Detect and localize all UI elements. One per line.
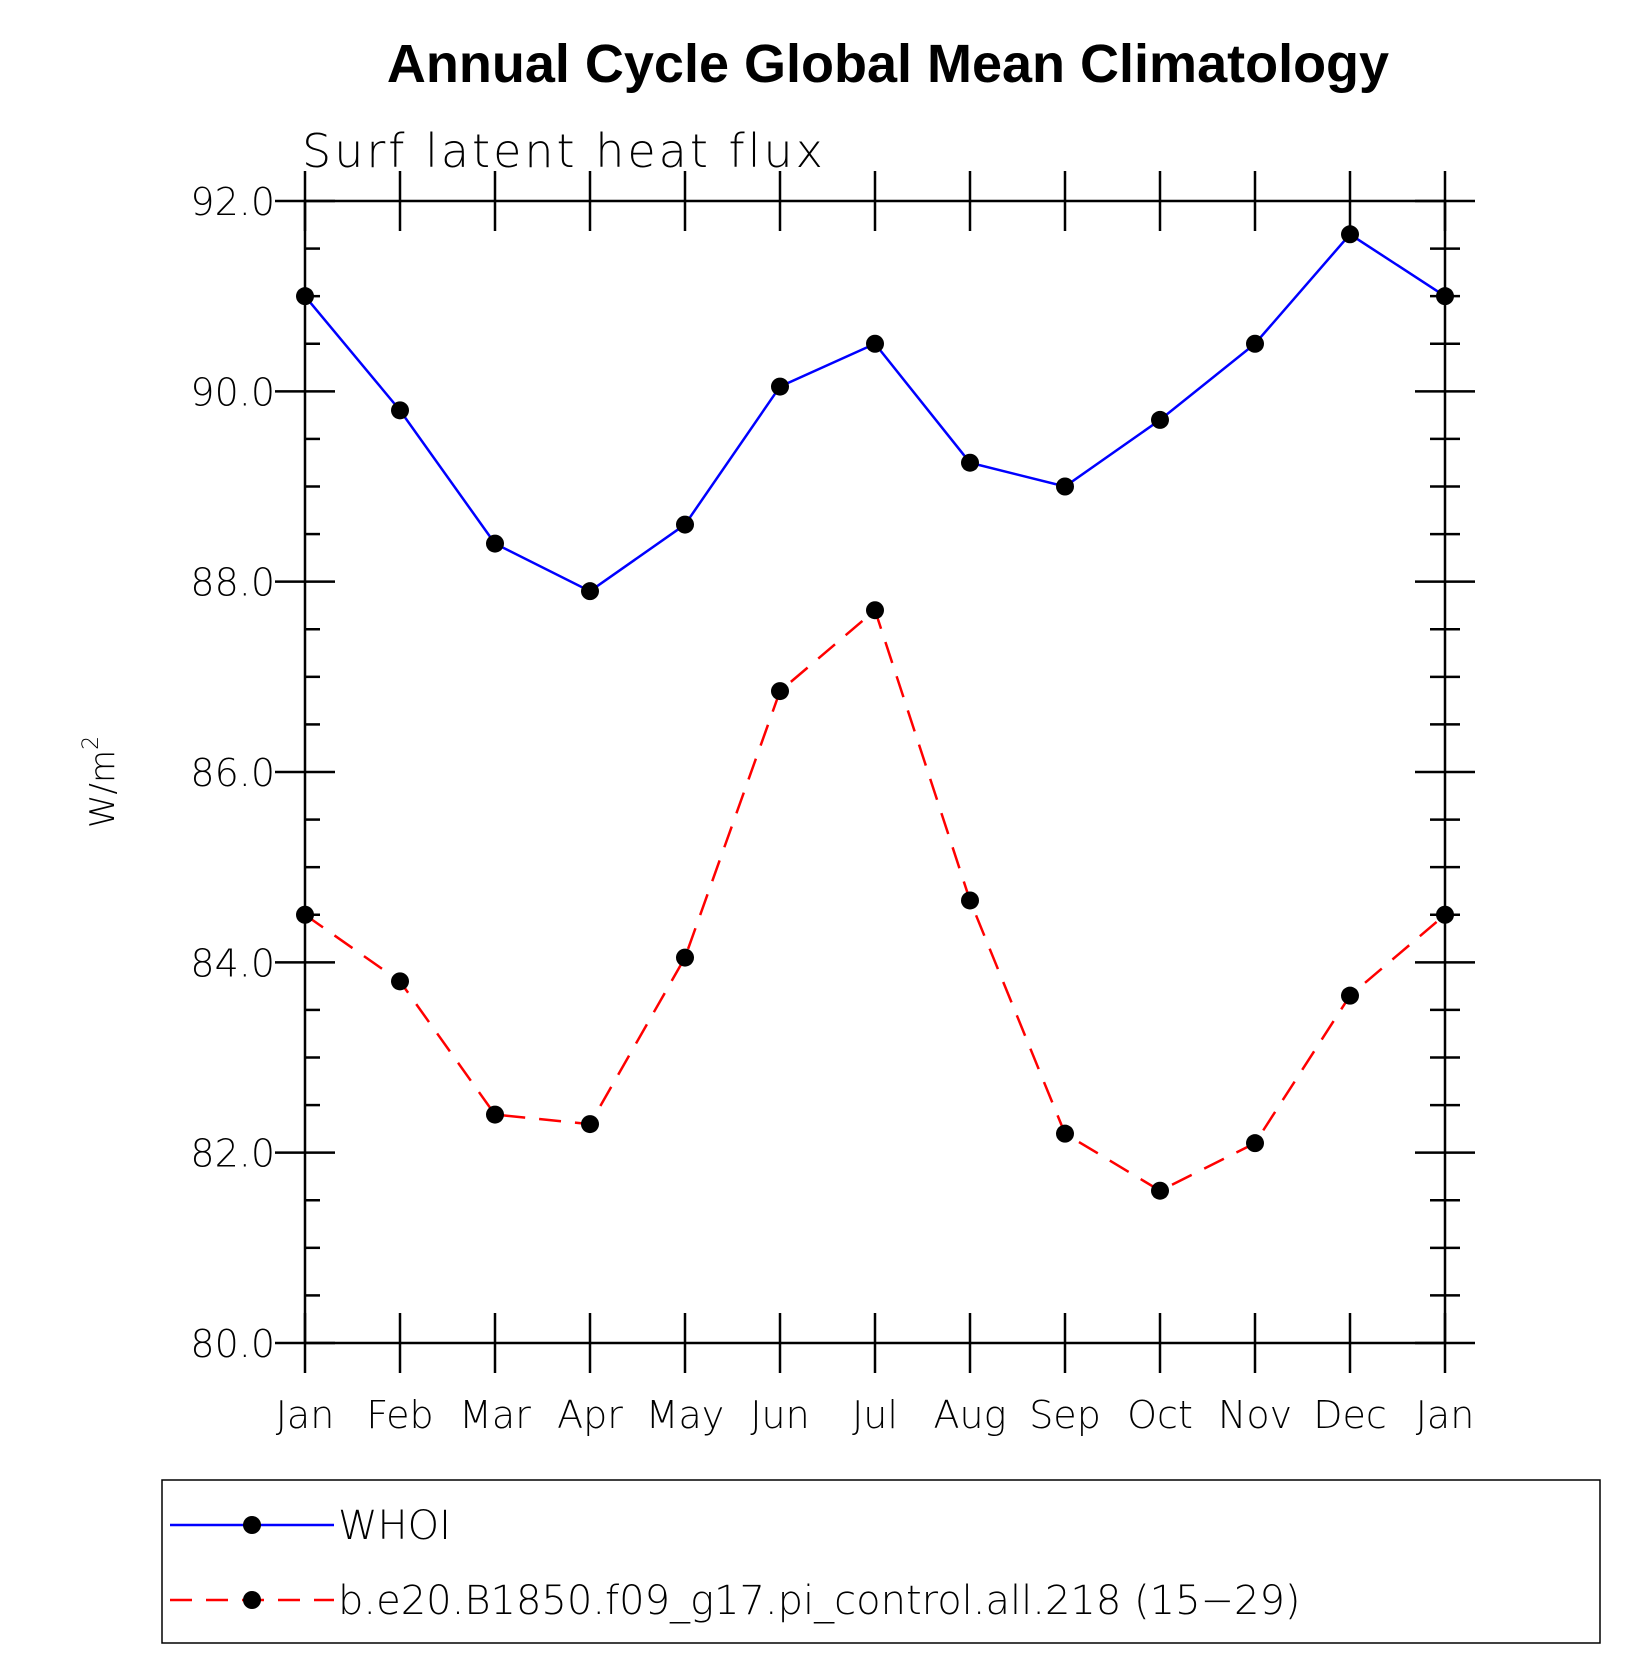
- x-tick-label: Sep: [1029, 1393, 1101, 1437]
- legend-marker: [243, 1591, 261, 1609]
- data-point: [866, 334, 884, 353]
- data-point: [676, 948, 694, 967]
- x-tick-label: Oct: [1127, 1393, 1193, 1437]
- x-tick-label: May: [646, 1393, 725, 1437]
- x-tick-label: Jul: [852, 1393, 898, 1437]
- x-tick-label: Aug: [934, 1393, 1007, 1437]
- data-point: [1056, 477, 1074, 496]
- y-tick-label: 80.0: [190, 1322, 275, 1366]
- chart-subtitle: Surf latent heat flux: [302, 124, 826, 178]
- x-tick-label: Apr: [557, 1393, 623, 1437]
- data-point: [296, 905, 314, 924]
- legend-marker: [243, 1516, 261, 1534]
- legend-box: [161, 1479, 1601, 1644]
- data-point: [581, 1115, 599, 1134]
- data-point: [391, 972, 409, 991]
- data-point: [581, 582, 599, 601]
- legend-label-1: WHOI: [338, 1503, 451, 1549]
- y-tick-label: 88.0: [190, 561, 275, 605]
- x-tick-label: Mar: [459, 1393, 531, 1437]
- x-tick-label: Jun: [750, 1393, 809, 1437]
- series-line-1: [304, 232, 1446, 593]
- plot-area: Jan Feb Mar Apr May Jun Jul Aug Sep Oct Nov Dec Jan8…: [190, 171, 1475, 1437]
- y-tick-label: 92.0: [190, 180, 275, 224]
- legend: WHOI b.e20.B1850.f09_g17.pi_control.all.2…: [161, 1479, 1601, 1644]
- data-point: [391, 401, 409, 420]
- y-tick-label: 86.0: [190, 751, 275, 795]
- y-tick-label: 90.0: [190, 370, 275, 414]
- x-tick-label: Feb: [366, 1393, 433, 1437]
- data-point: [771, 377, 789, 396]
- y-axis-label-superscript: 2: [79, 736, 104, 750]
- data-point: [1436, 905, 1454, 924]
- x-tick-label: Jan: [276, 1393, 335, 1437]
- x-tick-label: Nov: [1218, 1393, 1292, 1437]
- data-point: [1436, 287, 1454, 306]
- chart-title: Annual Cycle Global Mean Climatology: [387, 34, 1389, 94]
- data-point: [676, 515, 694, 534]
- x-tick-label: Jan: [1416, 1393, 1475, 1437]
- series-line-2: [304, 608, 1446, 1193]
- y-tick-label: 84.0: [190, 941, 275, 985]
- data-point: [486, 534, 504, 553]
- x-tick-label: Dec: [1313, 1393, 1387, 1437]
- data-point: [1341, 225, 1359, 244]
- data-point: [866, 601, 884, 620]
- data-point: [486, 1105, 504, 1124]
- y-tick-label: 82.0: [190, 1132, 275, 1176]
- data-point: [1246, 1134, 1264, 1153]
- data-point: [1151, 1181, 1169, 1200]
- y-axis-label: W/m2: [79, 736, 123, 828]
- data-point: [296, 287, 314, 306]
- data-point: [1341, 986, 1359, 1005]
- legend-label-2: b.e20.B1850.f09_g17.pi_control.all.218 (…: [338, 1578, 1301, 1624]
- data-point: [961, 453, 979, 472]
- y-axis-label-text: W/m: [83, 750, 123, 828]
- data-point: [961, 891, 979, 910]
- plot-frame: [303, 199, 1447, 1345]
- data-point: [771, 682, 789, 701]
- data-point: [1056, 1124, 1074, 1143]
- data-point: [1151, 410, 1169, 429]
- data-point: [1246, 334, 1264, 353]
